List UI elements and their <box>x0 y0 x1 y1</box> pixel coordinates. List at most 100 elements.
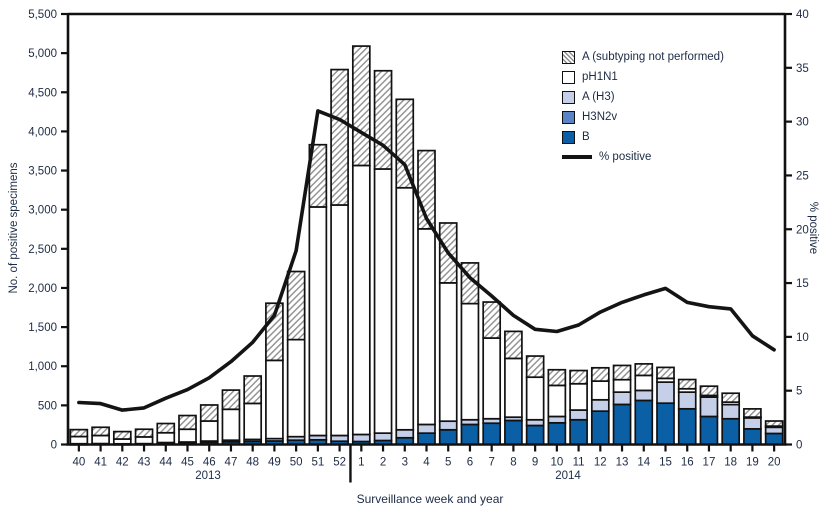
bar-segment-a-h3- <box>525 418 545 427</box>
bar-segment-a-h3- <box>569 409 588 421</box>
x-tick-label-week-16: 16 <box>681 457 694 469</box>
x-tick-label-week-8: 8 <box>510 457 516 469</box>
bar-segment-a-h3- <box>743 417 762 430</box>
x-tick-label-week-11: 11 <box>573 457 585 469</box>
y-right-tick-label: 5 <box>796 386 802 398</box>
bar-week-40-2013 <box>69 428 89 446</box>
bar-segment-ph1n1 <box>221 408 241 442</box>
bar-segment-a-subtyping-not-performed- <box>482 301 502 339</box>
y-left-tick-label: 0 <box>51 440 57 452</box>
bar-week-14-2014 <box>634 363 654 446</box>
bar-segment-ph1n1 <box>612 378 632 393</box>
bar-segment-ph1n1 <box>504 357 523 419</box>
bar-week-45-2013 <box>178 414 197 446</box>
bar-week-17-2014 <box>699 385 719 446</box>
x-tick-label-week-20: 20 <box>768 457 781 469</box>
y-right-tick-label: 40 <box>796 9 809 21</box>
x-tick-label-week-12: 12 <box>594 457 607 469</box>
legend-item-percent-positive: % positive <box>562 150 724 164</box>
bar-segment-a-h3- <box>699 396 719 418</box>
bar-segment-b <box>699 415 719 446</box>
bar-segment-b <box>590 410 610 446</box>
legend-label: A (subtyping not performed) <box>582 51 724 63</box>
bar-segment-b <box>438 428 458 446</box>
y-left-tick-label: 2,500 <box>28 244 57 256</box>
bar-segment-b <box>743 427 762 446</box>
x-tick-label-week-7: 7 <box>488 457 494 469</box>
bar-segment-a-h3- <box>395 428 415 439</box>
bar-segment-a-h3- <box>612 391 632 406</box>
medium-blue-swatch-icon <box>562 110 575 124</box>
bar-segment-ph1n1 <box>199 420 219 442</box>
x-axis-title: Surveillance week and year <box>356 492 504 506</box>
y-left-tick-label: 3,500 <box>28 166 57 178</box>
bar-segment-a-subtyping-not-performed- <box>156 422 176 434</box>
legend-item-h3n2v: H3N2v <box>562 110 724 124</box>
bar-segment-ph1n1 <box>91 434 110 445</box>
bar-week-8-2014 <box>504 330 523 446</box>
bar-week-48-2013 <box>243 375 263 446</box>
legend-item-ah3: A (H3) <box>562 90 724 104</box>
bar-segment-a-subtyping-not-performed- <box>656 366 675 380</box>
x-tick-label-week-17: 17 <box>703 457 716 469</box>
bar-week-41-2013 <box>91 426 110 446</box>
bar-week-42-2013 <box>112 430 132 446</box>
y-left-tick-label: 1,000 <box>28 361 57 373</box>
bar-segment-ph1n1 <box>525 376 545 421</box>
white-swatch-icon <box>562 70 575 84</box>
bar-segment-a-h3- <box>656 381 675 405</box>
x-tick-label-week-52: 52 <box>333 457 346 469</box>
bar-week-46-2013 <box>199 404 219 446</box>
x-tick-label-week-19: 19 <box>746 457 759 469</box>
bar-week-50-2013 <box>286 270 306 446</box>
bar-segment-a-subtyping-not-performed- <box>69 428 89 438</box>
x-tick-label-week-4: 4 <box>423 457 430 469</box>
bar-segment-a-h3- <box>438 420 458 431</box>
y-right-tick-label: 30 <box>796 117 809 129</box>
x-tick-label-week-49: 49 <box>268 457 281 469</box>
bar-segment-a-h3- <box>547 415 567 424</box>
x-tick-label-week-10: 10 <box>550 457 563 469</box>
bar-week-20-2014 <box>764 420 784 446</box>
bar-segment-a-subtyping-not-performed- <box>243 375 263 405</box>
bar-week-43-2013 <box>134 428 154 446</box>
bar-segment-a-subtyping-not-performed- <box>764 420 784 427</box>
bar-segment-b <box>612 403 632 446</box>
line-swatch-icon <box>562 155 592 159</box>
x-tick-label-week-40: 40 <box>72 457 85 469</box>
x-tick-label-week-45: 45 <box>181 457 194 469</box>
y-left-tick-label: 5,500 <box>28 9 57 21</box>
bar-week-11-2014 <box>569 369 588 446</box>
bar-segment-ph1n1 <box>178 428 197 443</box>
bar-week-3-2014 <box>395 98 415 446</box>
x-tick-label-week-13: 13 <box>616 457 629 469</box>
bar-segment-a-subtyping-not-performed- <box>547 368 567 387</box>
x-tick-label-week-1: 1 <box>358 457 364 469</box>
bar-segment-a-h3- <box>721 403 741 420</box>
bar-segment-a-subtyping-not-performed- <box>134 428 154 438</box>
x-tick-label-week-50: 50 <box>290 457 303 469</box>
x-tick-label-week-48: 48 <box>246 457 259 469</box>
x-tick-label-week-42: 42 <box>116 457 129 469</box>
bar-week-13-2014 <box>612 364 632 446</box>
bar-segment-ph1n1 <box>417 228 436 426</box>
bar-segment-a-subtyping-not-performed- <box>504 330 523 360</box>
bar-segment-a-subtyping-not-performed- <box>395 98 415 189</box>
bar-segment-a-subtyping-not-performed- <box>221 389 241 411</box>
y-right-tick-label: 20 <box>796 224 809 236</box>
axes-frame <box>66 12 787 446</box>
legend-item-ph1n1: pH1N1 <box>562 70 724 84</box>
bar-segment-b <box>677 407 697 446</box>
bar-segment-ph1n1 <box>634 374 654 392</box>
bar-segment-a-subtyping-not-performed- <box>286 270 306 341</box>
bar-segment-ph1n1 <box>460 302 480 421</box>
bar-week-10-2014 <box>547 368 567 446</box>
bar-segment-ph1n1 <box>351 164 371 436</box>
bar-segment-a-subtyping-not-performed- <box>677 378 697 390</box>
bar-segment-a-h3- <box>351 433 371 443</box>
legend-item-a-unsubtyped: A (subtyping not performed) <box>562 50 724 64</box>
x-tick-label-week-5: 5 <box>445 457 451 469</box>
bar-segment-b <box>460 423 480 446</box>
x-tick-label-week-44: 44 <box>159 457 172 469</box>
